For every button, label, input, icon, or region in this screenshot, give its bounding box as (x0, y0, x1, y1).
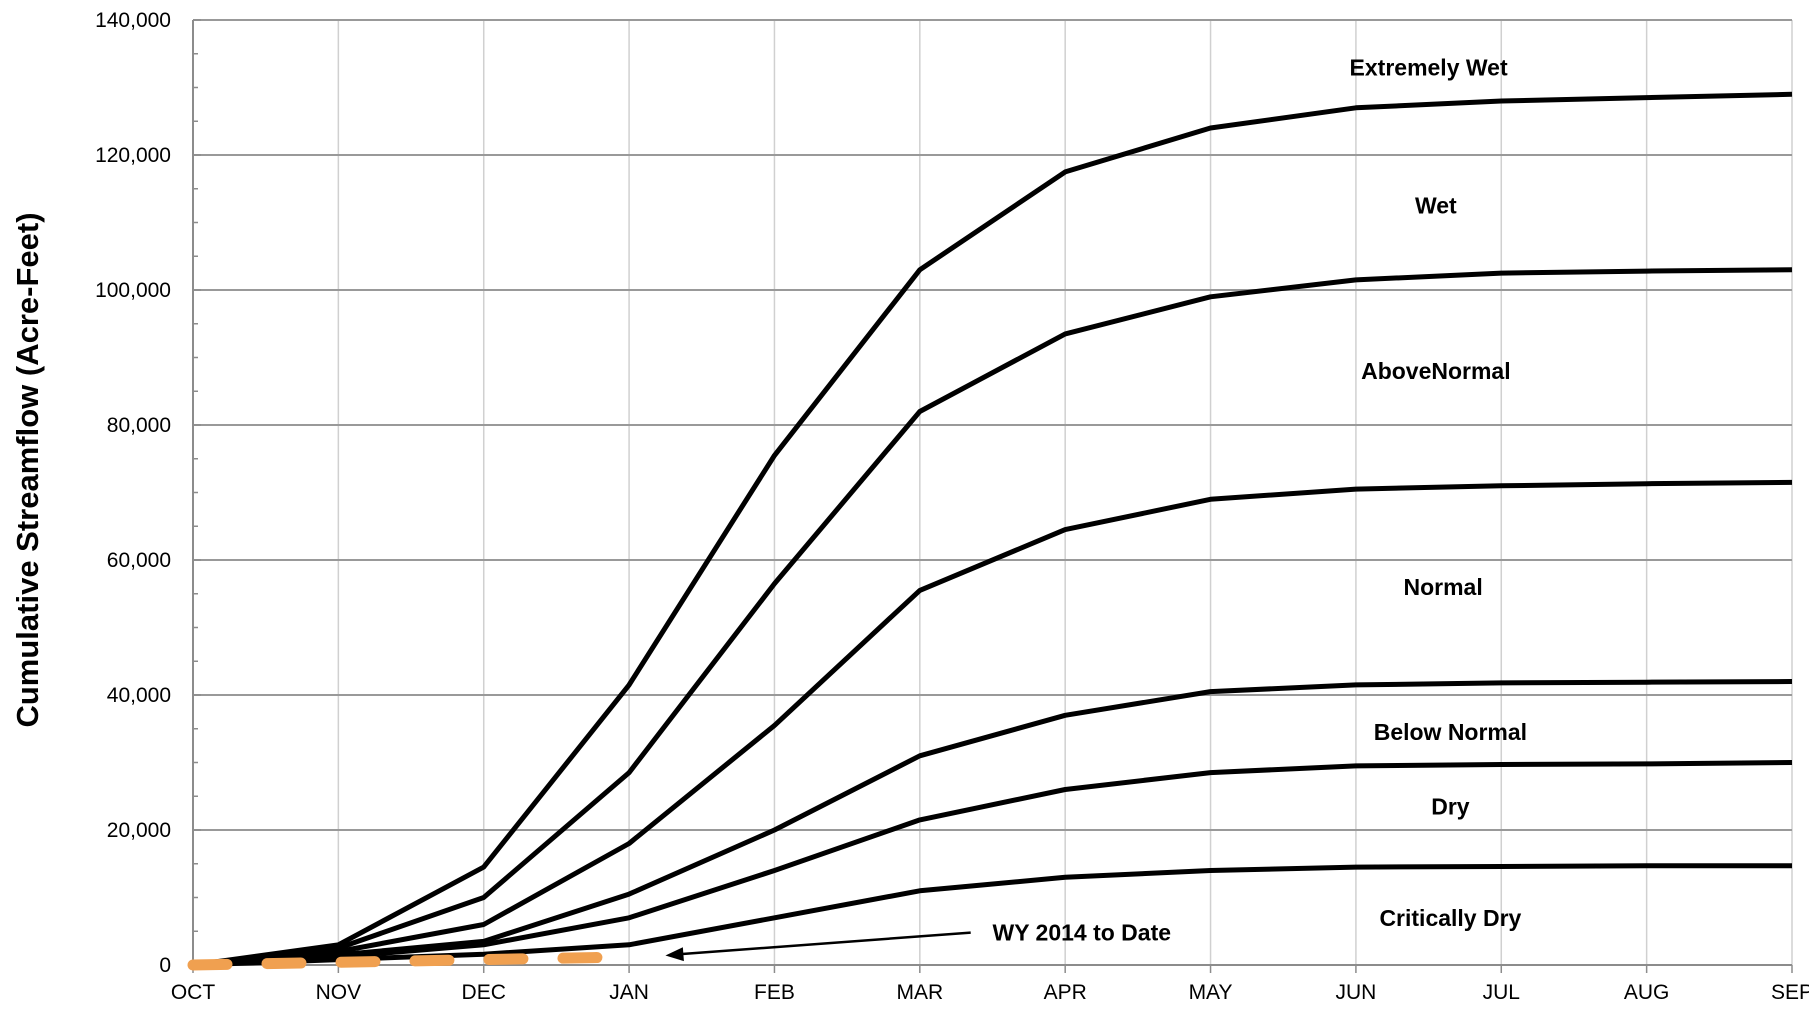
series-line-wet (192, 267, 1793, 968)
series-label: Critically Dry (1379, 905, 1521, 931)
y-tick-label: 40,000 (107, 684, 171, 707)
series-line-extremely-wet (192, 91, 1793, 968)
y-tick-label: 120,000 (95, 144, 171, 167)
y-tick-label: 0 (159, 954, 171, 977)
annotation: WY 2014 to Date (665, 920, 1171, 962)
grid (193, 19, 1793, 965)
y-tick-labels: 0 20,000 40,000 60,000 80,000 100,000 120,000 1… (95, 9, 171, 977)
x-tick-labels: OCT NOV DEC JAN FEB MAR APR MAY JUN JUL AUG SEP (171, 981, 1809, 1004)
x-tick-label: MAR (896, 981, 943, 1004)
y-tick-label: 80,000 (107, 414, 171, 437)
x-tick-label: NOV (316, 981, 362, 1004)
annotation-arrow-head (665, 947, 684, 962)
x-tick-label: JUN (1335, 981, 1376, 1004)
axes (192, 19, 1793, 973)
series-label: Wet (1415, 193, 1457, 219)
x-tick-label: JUL (1483, 981, 1520, 1004)
wy2014-line (187, 951, 635, 971)
x-tick-label: MAY (1189, 981, 1233, 1004)
series-line-abovenormal (192, 479, 1793, 968)
y-tick-label: 60,000 (107, 549, 171, 572)
y-tick-label: 140,000 (95, 9, 171, 32)
x-tick-label: OCT (171, 981, 216, 1004)
x-tick-label: JAN (609, 981, 649, 1004)
series-label: Normal (1404, 574, 1483, 600)
series-label: Below Normal (1374, 719, 1527, 745)
annotation-arrow-line (675, 931, 971, 956)
y-axis-title: Cumulative Streamflow (Acre-Feet) (10, 212, 45, 727)
x-tick-label: FEB (754, 981, 795, 1004)
annotation-label: WY 2014 to Date (993, 920, 1172, 946)
series-line-normal (192, 679, 1793, 968)
x-tick-label: SEP (1771, 981, 1809, 1004)
y-tick-label: 100,000 (95, 279, 171, 302)
x-tick-label: DEC (462, 981, 506, 1004)
series-line-below-normal (192, 760, 1793, 968)
series-label: Dry (1431, 793, 1470, 819)
x-tick-label: AUG (1624, 981, 1670, 1004)
series-labels: Extremely Wet Wet AboveNormal Normal Below N… (1350, 54, 1528, 931)
series-line-dry (192, 863, 1792, 968)
series-label: Extremely Wet (1350, 54, 1508, 80)
series-lines (192, 91, 1793, 968)
x-tick-label: APR (1044, 981, 1087, 1004)
series-label: AboveNormal (1361, 358, 1511, 384)
y-tick-label: 20,000 (107, 819, 171, 842)
wy2014-series (187, 951, 635, 971)
